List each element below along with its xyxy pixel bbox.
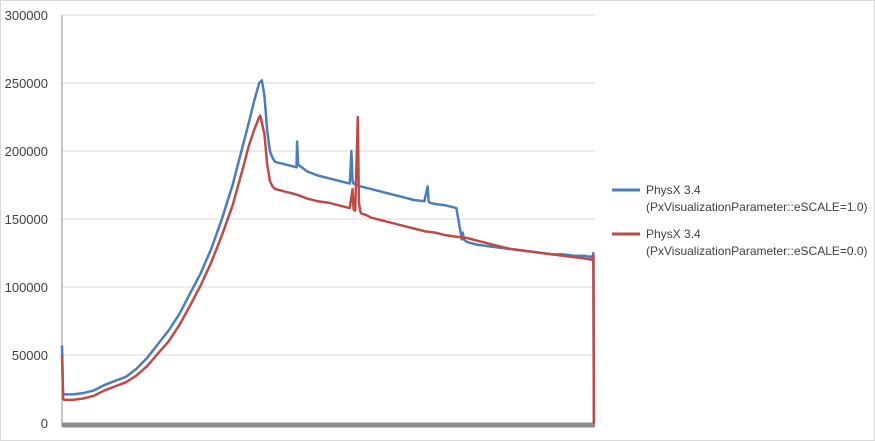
y-axis-tick-labels: 0 50000 100000 150000 200000 250000 300000: [5, 8, 48, 431]
y-tick-label: 250000: [5, 76, 48, 91]
legend-label-detail: (PxVisualizationParameter::eSCALE=1.0): [646, 200, 868, 214]
y-tick-label: 150000: [5, 212, 48, 227]
series-lines: [60, 79, 596, 425]
series-line-1: [60, 79, 596, 425]
legend: PhysX 3.4(PxVisualizationParameter::eSCA…: [612, 183, 868, 258]
legend-label: PhysX 3.4: [646, 227, 701, 241]
y-tick-label: 100000: [5, 280, 48, 295]
y-tick-label: 50000: [12, 348, 48, 363]
x-axis: [61, 15, 595, 428]
y-tick-label: 0: [41, 416, 48, 431]
legend-label: PhysX 3.4: [646, 183, 701, 197]
y-tick-label: 300000: [5, 8, 48, 23]
gridlines: [62, 14, 595, 356]
legend-label-detail: (PxVisualizationParameter::eSCALE=0.0): [646, 244, 868, 258]
series-line-2: [60, 114, 596, 425]
y-tick-label: 200000: [5, 144, 48, 159]
